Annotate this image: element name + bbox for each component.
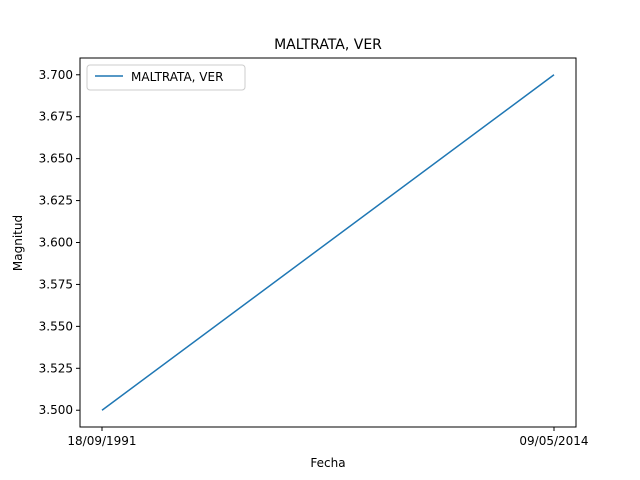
x-axis-ticks: 18/09/1991 09/05/2014 (67, 427, 589, 448)
legend-box (86, 64, 246, 91)
legend-label: MALTRATA, VER (131, 70, 223, 84)
x-tick-label: 09/05/2014 (519, 434, 588, 448)
x-tick-label: 18/09/1991 (67, 434, 136, 448)
y-tick-label: 3.700 (39, 68, 73, 82)
plot-frame (79, 57, 577, 428)
legend: MALTRATA, VER (86, 64, 246, 91)
chart-title: MALTRATA, VER (274, 37, 382, 53)
y-tick-label: 3.575 (39, 277, 73, 291)
series-lines (101, 74, 555, 411)
y-tick-label: 3.525 (39, 361, 73, 375)
y-axis-ticks: 3.500 3.525 3.550 3.575 3.600 3.625 3.650 3.675… (39, 68, 80, 417)
y-tick-label: 3.625 (39, 194, 73, 208)
x-axis-label: Fecha (310, 456, 345, 470)
y-axis-label: Magnitud (11, 215, 25, 271)
y-tick-label: 3.675 (39, 110, 73, 124)
y-tick-label: 3.650 (39, 152, 73, 166)
y-tick-label: 3.550 (39, 319, 73, 333)
y-tick-label: 3.500 (39, 403, 73, 417)
series-line-0 (101, 74, 555, 411)
y-tick-label: 3.600 (39, 236, 73, 250)
